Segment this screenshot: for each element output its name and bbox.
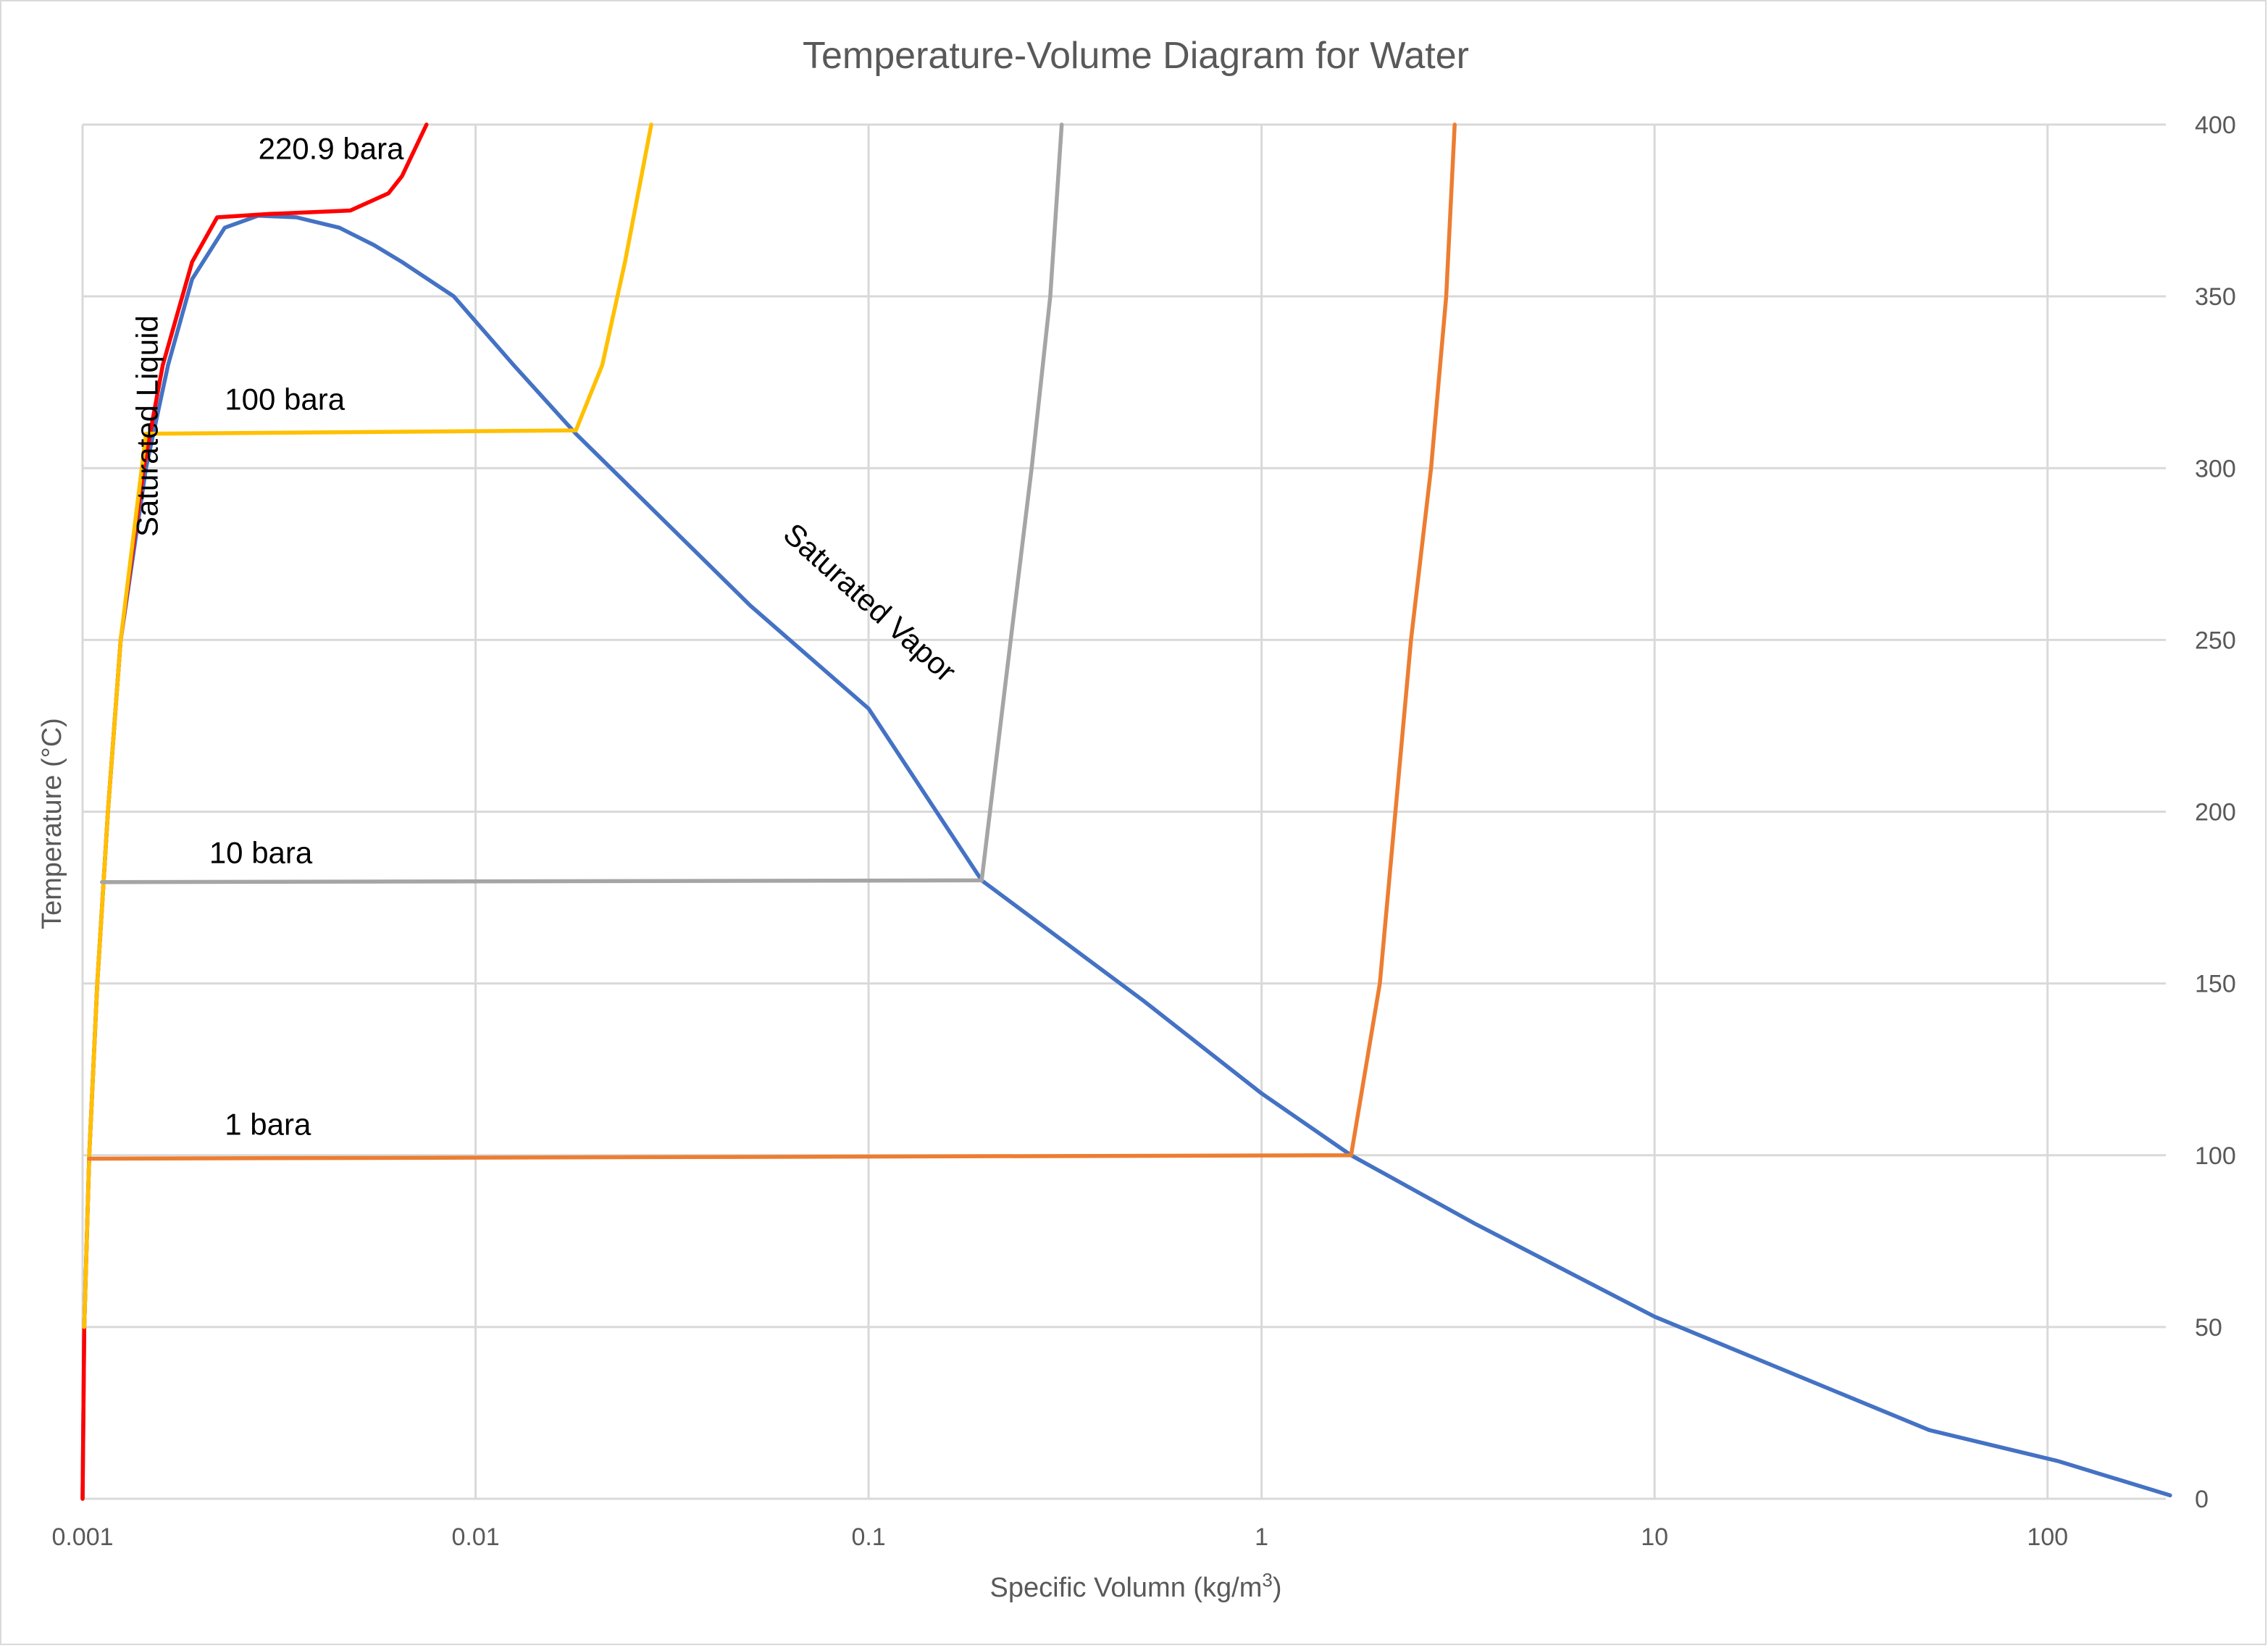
x-tick-label: 10 [1641, 1523, 1668, 1551]
y-tick-label: 150 [2195, 971, 2236, 998]
y-tick-label: 0 [2195, 1486, 2209, 1513]
y-tick-label: 400 [2195, 112, 2236, 139]
series-line [99, 122, 1064, 884]
x-axis-title-main: Specific Volumn (kg/m [989, 1573, 1262, 1603]
x-axis-title-superscript: 3 [1262, 1569, 1272, 1591]
annotation-label: 10 bara [209, 836, 313, 870]
annotation-label: Saturated Liquid [130, 315, 164, 537]
x-tick-label: 1 [1255, 1523, 1268, 1551]
chart-title: Temperature-Volume Diagram for Water [803, 35, 1469, 77]
x-axis-title-suffix: ) [1273, 1573, 1282, 1603]
labels-layer: 0 50 100 150 200 250 300 350 400 0.001 0.01 0.1 1 10 1… [51, 112, 2235, 1551]
x-tick-label: 0.1 [851, 1523, 885, 1551]
x-tick-label: 0.01 [451, 1523, 499, 1551]
series-line [80, 213, 2172, 1501]
x-axis-title: Specific Volumn (kg/m3) [989, 1569, 1281, 1603]
annotation-label: 1 bara [225, 1107, 311, 1141]
annotation-label: 100 bara [225, 382, 345, 417]
x-tick-label: 100 [2027, 1523, 2068, 1551]
y-tick-label: 350 [2195, 283, 2236, 311]
y-tick-label: 200 [2195, 799, 2236, 827]
series-line [82, 122, 653, 1329]
y-tick-label: 250 [2195, 627, 2236, 654]
annotation-label: Saturated Vapor [777, 516, 963, 689]
y-tick-label: 100 [2195, 1142, 2236, 1170]
series-line [87, 122, 1457, 1161]
x-tick-label: 0.001 [51, 1523, 113, 1551]
y-tick-label: 300 [2195, 455, 2236, 482]
grid-layer [81, 123, 2166, 1500]
y-tick-label: 50 [2195, 1314, 2222, 1342]
series-layer [80, 122, 2172, 1501]
annotation-label: 220.9 bara [259, 131, 404, 165]
y-axis-title: Temperature (°C) [37, 718, 67, 929]
